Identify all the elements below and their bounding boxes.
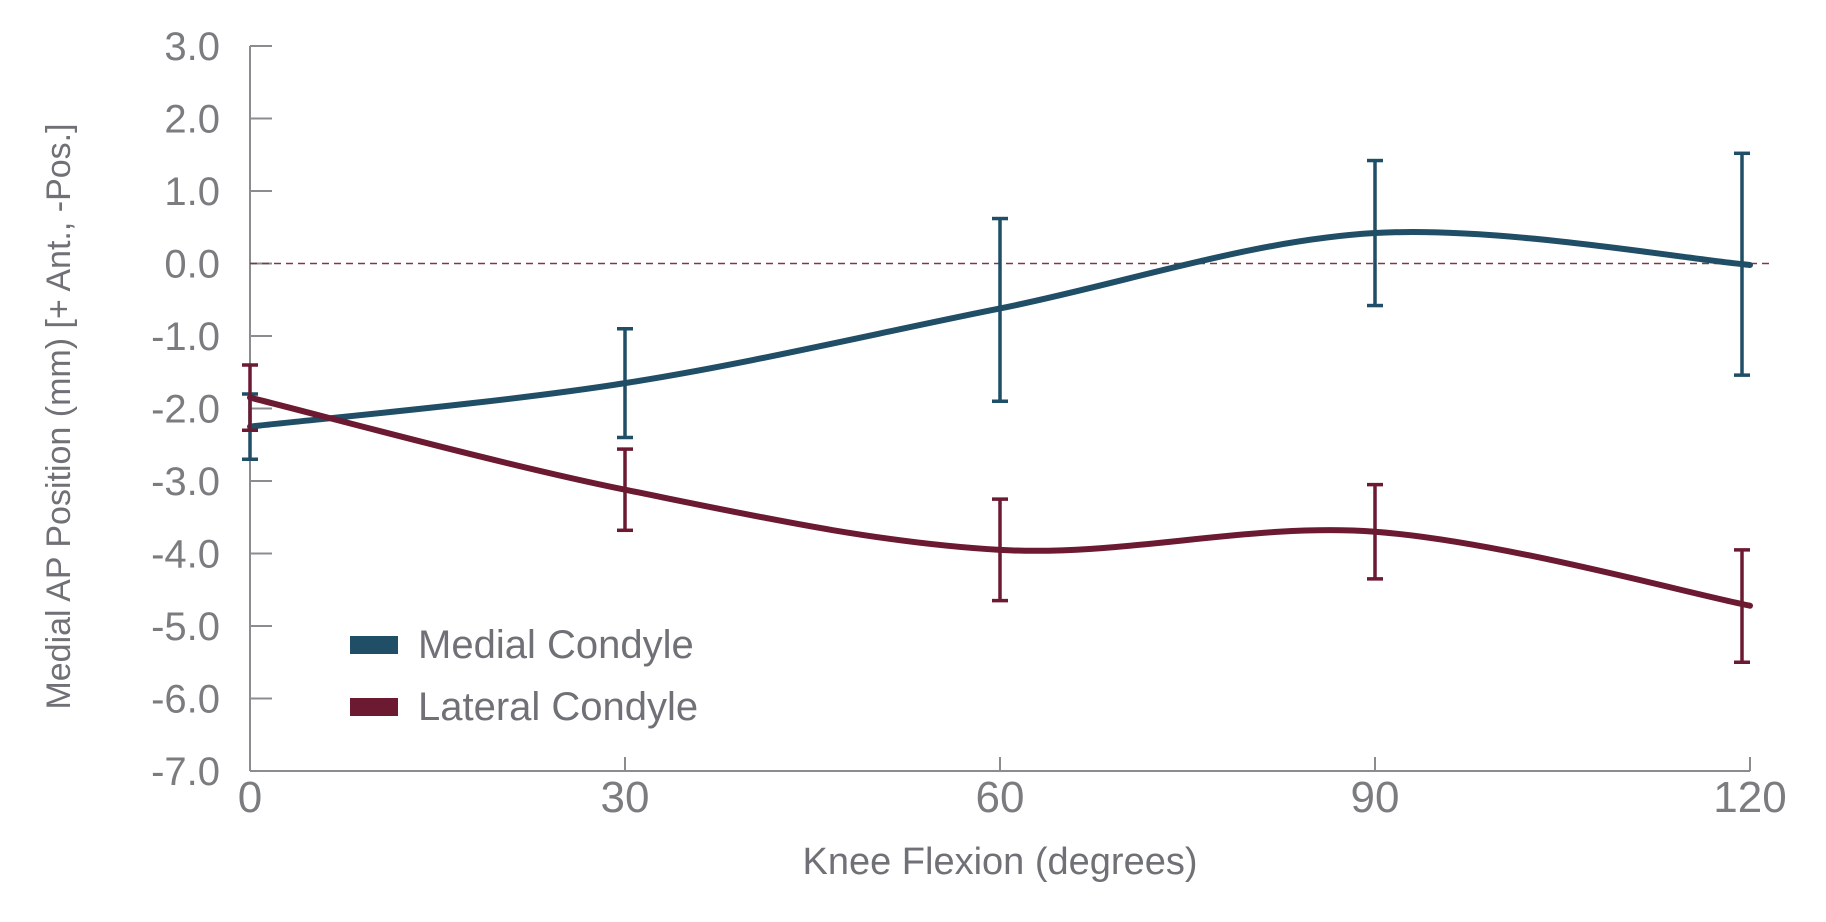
- x-tick-label: 90: [1351, 773, 1400, 822]
- y-tick-label: -1.0: [151, 315, 220, 359]
- series-medial-condyle: [242, 151, 1753, 461]
- y-tick-label: -5.0: [151, 605, 220, 649]
- x-tick-label: 30: [601, 773, 650, 822]
- series-layer: [242, 151, 1753, 664]
- y-tick-label: -3.0: [151, 460, 220, 504]
- y-tick-label: -2.0: [151, 388, 220, 432]
- legend-label: Medial Condyle: [418, 623, 694, 667]
- legend-label: Lateral Condyle: [418, 685, 698, 729]
- y-tick-label: -6.0: [151, 678, 220, 722]
- y-tick-label: -4.0: [151, 533, 220, 577]
- x-tick-label: 120: [1713, 773, 1786, 822]
- legend-swatch: [350, 636, 398, 654]
- y-tick-label: 0.0: [164, 243, 220, 287]
- legend-swatch: [350, 698, 398, 716]
- y-tick-label: -7.0: [151, 750, 220, 794]
- y-tick-label: 1.0: [164, 170, 220, 214]
- y-axis-title: Medial AP Position (mm) [+ Ant., -Pos.]: [40, 123, 78, 709]
- error-bar: [1734, 548, 1750, 664]
- error-bar: [992, 216, 1008, 403]
- series-lateral-condyle: [242, 363, 1753, 664]
- error-bar: [1734, 151, 1750, 377]
- x-tick-label: 60: [976, 773, 1025, 822]
- legend-item-lateral-condyle: Lateral Condyle: [350, 685, 698, 729]
- legend-item-medial-condyle: Medial Condyle: [350, 623, 694, 667]
- legend: Medial Condyle Lateral Condyle: [350, 623, 698, 729]
- y-tick-label: 3.0: [164, 25, 220, 69]
- x-axis-title: Knee Flexion (degrees): [803, 841, 1198, 883]
- x-tick-label: 0: [238, 773, 262, 822]
- y-tick-label: 2.0: [164, 98, 220, 142]
- axes: 3.0 2.0 1.0 0.0 -1.0 -2.0 -3.0 -4.0 -5.0 -6.0 -7.0…: [151, 25, 1787, 822]
